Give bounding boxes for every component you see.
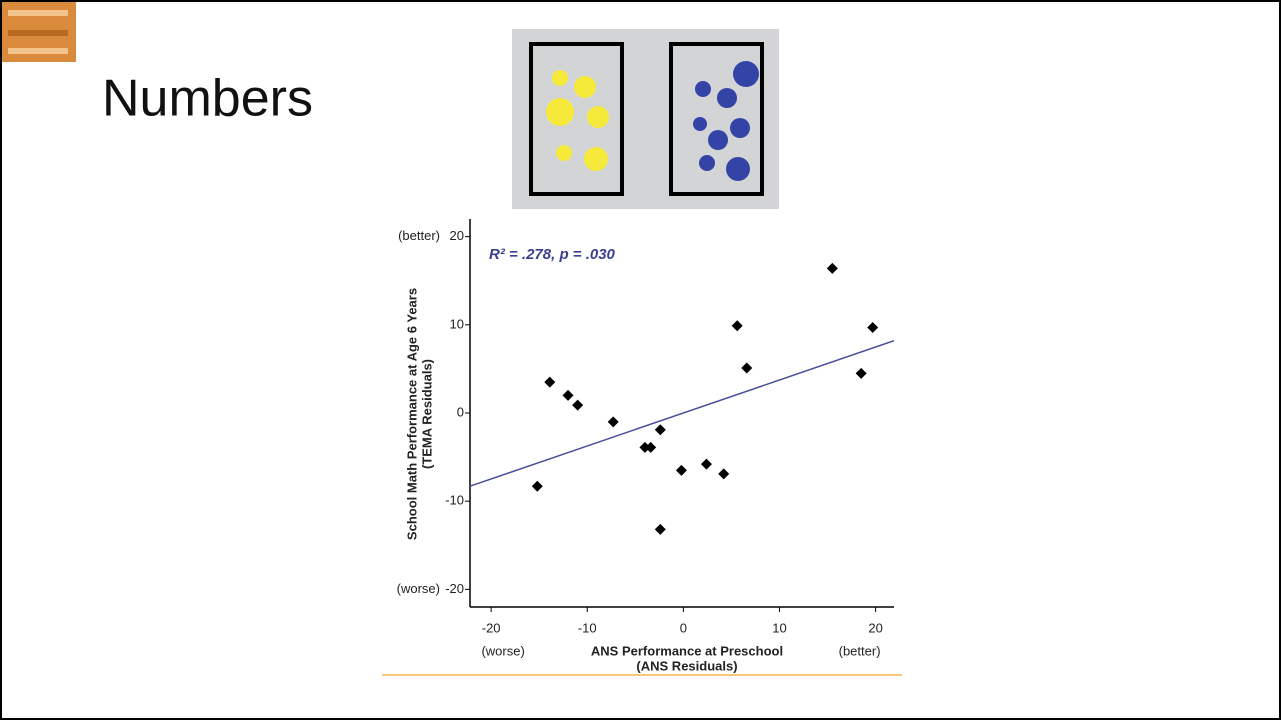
point: [645, 441, 657, 453]
point: [544, 376, 556, 388]
y-end-label: (better): [398, 228, 440, 243]
x-end-label: (worse): [481, 643, 524, 658]
x-end-label: (better): [839, 643, 881, 658]
x-tick-label: 10: [772, 620, 786, 635]
y-tick-label: 0: [457, 404, 464, 419]
y-axis-label: School Math Performance at Age 6 Years: [404, 288, 419, 540]
point: [718, 468, 730, 480]
point: [531, 480, 543, 492]
point: [639, 441, 651, 453]
x-tick-label: -20: [482, 620, 501, 635]
y-tick-label: 10: [450, 316, 464, 331]
point: [607, 416, 619, 428]
point: [572, 399, 584, 411]
y-tick-label: -20: [445, 581, 464, 596]
x-axis-label: ANS Performance at Preschool: [591, 643, 783, 658]
point: [855, 367, 867, 379]
x-axis-label: (ANS Residuals): [636, 658, 737, 673]
point: [826, 262, 838, 274]
point: [654, 523, 666, 535]
x-tick-label: 20: [868, 620, 882, 635]
annotation: R² = .278, p = .030: [489, 246, 616, 263]
y-tick-label: 20: [450, 228, 464, 243]
dot-illustration: [512, 29, 779, 209]
x-tick-label: 0: [680, 620, 687, 635]
x-tick-label: -10: [578, 620, 597, 635]
point: [867, 321, 879, 333]
point: [700, 458, 712, 470]
point: [675, 464, 687, 476]
y-tick-label: -10: [445, 493, 464, 508]
y-axis-label: (TEMA Residuals): [419, 359, 434, 469]
logo: [2, 2, 76, 62]
y-end-label: (worse): [397, 581, 440, 596]
slide-title: Numbers: [102, 70, 313, 128]
point: [741, 362, 753, 374]
point: [562, 389, 574, 401]
trend-line: [469, 340, 895, 487]
point: [654, 424, 666, 436]
point: [731, 320, 743, 332]
